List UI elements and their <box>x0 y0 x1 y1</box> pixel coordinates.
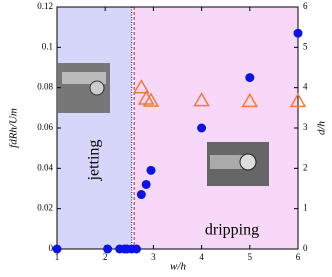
circle-marker <box>52 244 62 254</box>
y-tick-label: 0.04 <box>37 162 53 172</box>
inset-drop <box>239 153 257 171</box>
y-tick-label: 0.02 <box>37 203 53 213</box>
region <box>57 7 132 249</box>
x-axis-label: w/h <box>170 261 186 273</box>
circle-marker <box>146 165 156 175</box>
y2-tick-label: 1 <box>303 203 308 213</box>
region-label: jetting <box>86 140 103 182</box>
triangle-marker <box>133 79 150 94</box>
circle-marker <box>293 28 303 38</box>
y2-tick-label: 5 <box>303 41 308 51</box>
y-axis-label: fdRh/Um <box>8 108 20 148</box>
y2-tick-label: 0 <box>303 243 308 253</box>
y2-tick-label: 2 <box>303 162 308 172</box>
y2-tick-label: 4 <box>303 82 308 92</box>
y2-tick-label: 6 <box>303 1 308 11</box>
y-tick-label: 0.12 <box>37 1 53 11</box>
x-tick-label: 4 <box>199 252 204 262</box>
circle-marker <box>136 190 146 200</box>
x-tick-label: 3 <box>151 252 156 262</box>
triangle-marker <box>193 92 210 107</box>
y-tick-label: 0.08 <box>37 82 53 92</box>
x-tick-label: 2 <box>103 252 108 262</box>
triangle-marker <box>142 92 160 107</box>
y2-axis-label: d/h <box>316 120 328 135</box>
region-label: dripping <box>205 222 259 239</box>
x-tick-label: 5 <box>248 252 253 262</box>
circle-marker <box>132 244 142 254</box>
region <box>134 7 298 249</box>
triangle-marker <box>241 92 259 108</box>
y-tick-label: 0.1 <box>42 41 53 51</box>
triangle-marker <box>289 92 307 108</box>
inset-channel <box>210 155 250 169</box>
circle-marker <box>103 244 113 254</box>
y2-tick-label: 3 <box>303 122 308 132</box>
circle-marker <box>141 179 151 189</box>
y-tick-label: 0.06 <box>37 122 53 132</box>
circle-marker <box>245 73 255 83</box>
inset-drop <box>89 80 105 96</box>
x-tick-label: 6 <box>296 252 301 262</box>
y-tick-label: 0 <box>49 243 54 253</box>
x-tick-label: 1 <box>55 252 60 262</box>
triangle-marker <box>137 90 155 105</box>
circle-marker <box>197 123 207 133</box>
